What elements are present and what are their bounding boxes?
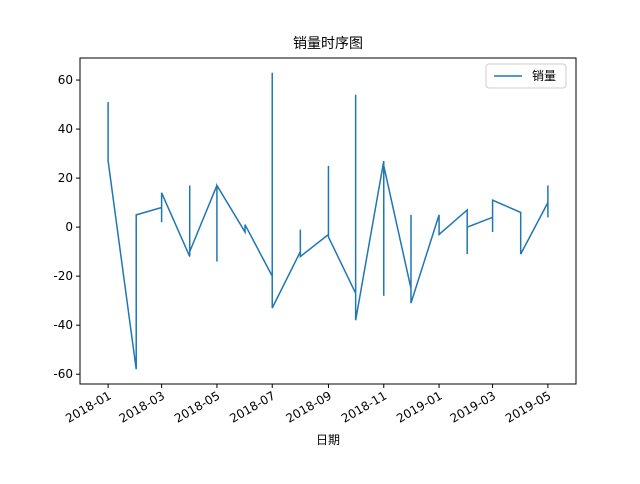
y-tick-label: -40: [53, 318, 73, 332]
chart-title: 销量时序图: [293, 36, 363, 52]
y-tick-label: -60: [53, 367, 73, 381]
y-tick-label: 20: [58, 171, 73, 185]
legend-box: [485, 63, 567, 89]
y-tick-label: 40: [58, 122, 73, 136]
series-line: [107, 72, 549, 370]
y-tick-label: 0: [65, 220, 73, 234]
plot-frame: [79, 57, 577, 385]
x-axis-label: 日期: [316, 433, 340, 447]
y-tick-label: 60: [58, 73, 73, 87]
legend-label: 销量: [532, 69, 556, 83]
y-tick-label: -20: [53, 269, 73, 283]
